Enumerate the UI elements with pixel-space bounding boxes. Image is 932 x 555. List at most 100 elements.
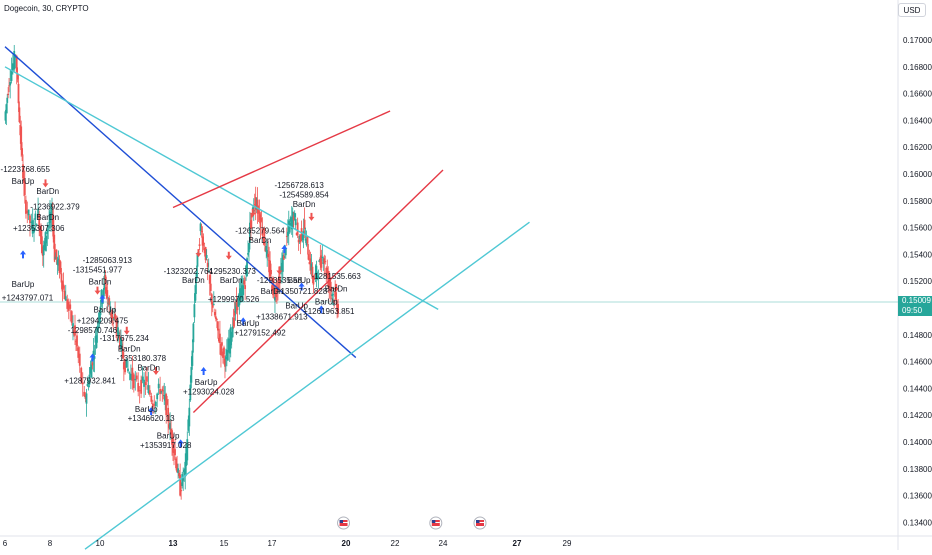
- candle-body: [62, 284, 65, 289]
- candle-body: [208, 275, 211, 284]
- candle-body: [191, 350, 194, 366]
- candle-body: [330, 286, 333, 292]
- x-tick-label: 20: [342, 539, 351, 548]
- annotation-label: -1298570.746: [68, 326, 118, 335]
- candle-body: [183, 469, 186, 473]
- candle-body: [285, 235, 288, 237]
- candle-body: [255, 208, 258, 210]
- annotation-label: -1323202.764: [164, 267, 214, 276]
- candle-body: [16, 73, 19, 80]
- candle-body: [69, 304, 72, 309]
- candle-body: [21, 148, 23, 156]
- candle-body: [199, 223, 202, 232]
- candle-body: [17, 83, 20, 104]
- candle-body: [75, 341, 77, 343]
- candle-body: [331, 294, 334, 296]
- candle-body: [311, 266, 314, 279]
- candle-body: [334, 290, 337, 297]
- annotation-label: -1315451.977: [73, 265, 123, 274]
- candle-body: [292, 215, 295, 221]
- currency-button[interactable]: USD: [898, 3, 926, 17]
- candle-body: [97, 321, 100, 323]
- candle-body: [177, 468, 179, 474]
- x-tick-label: 27: [513, 539, 522, 548]
- annotation-label: +1338671.913: [256, 312, 308, 321]
- candle-body: [213, 312, 216, 316]
- candle-body: [146, 376, 148, 382]
- candle-body: [165, 394, 168, 416]
- annotation-label: -1293535.58: [257, 276, 302, 285]
- candle-body: [107, 302, 110, 304]
- annotation-label: +1350721.828: [276, 287, 328, 296]
- candle-body: [120, 337, 122, 349]
- annotation-label: BarUp: [157, 432, 180, 441]
- candle-body: [159, 388, 162, 395]
- candle-body: [291, 211, 294, 228]
- candle-body: [25, 199, 27, 214]
- annotation-label: -1265279.564: [235, 227, 285, 236]
- candle-body: [317, 275, 320, 279]
- candle-body: [154, 401, 157, 407]
- candle-body: [114, 313, 116, 320]
- arrow-up-icon: [240, 317, 247, 326]
- candle-body: [90, 364, 93, 378]
- annotation-label: -1223768.655: [1, 165, 51, 174]
- candle-body: [27, 209, 30, 216]
- candle-body: [218, 337, 220, 342]
- candle-body: [98, 312, 101, 324]
- candle-body: [11, 63, 14, 71]
- candle-body: [188, 407, 191, 427]
- candle-body: [326, 267, 329, 276]
- candle-body: [306, 236, 309, 244]
- candle-body: [333, 300, 336, 303]
- candle-body: [238, 292, 241, 306]
- candle-body: [211, 304, 214, 308]
- candle-body: [187, 419, 190, 431]
- y-tick-label: 0.16600: [903, 90, 932, 99]
- candle-body: [40, 225, 42, 245]
- candle-body: [266, 250, 269, 257]
- candle-body: [244, 285, 247, 290]
- candle-body: [313, 277, 316, 280]
- candle-body: [4, 111, 7, 121]
- arrow-up-icon: [99, 294, 106, 303]
- candle-body: [335, 292, 338, 301]
- annotation-label: BarDn: [261, 287, 284, 296]
- candle-body: [205, 255, 208, 259]
- annotation-label: BarUp: [195, 378, 218, 387]
- annotation-label: BarDn: [325, 284, 348, 293]
- x-tick-label: 24: [439, 539, 448, 548]
- candle-body: [251, 207, 254, 211]
- candle-body: [275, 289, 277, 298]
- candle-body: [175, 458, 177, 469]
- y-tick-label: 0.16400: [903, 116, 932, 125]
- candle-body: [77, 347, 80, 358]
- candle-body: [227, 338, 230, 352]
- annotation-label: BarUp: [135, 405, 158, 414]
- annotation-label: -1281535.663: [311, 272, 361, 281]
- candle-body: [57, 258, 60, 266]
- candle-body: [47, 226, 50, 228]
- time-axis[interactable]: 6 8 10 13 15 17 20 22 24 27 29: [3, 539, 572, 548]
- candle-body: [99, 306, 102, 316]
- candle-body: [130, 373, 132, 380]
- candle-body: [226, 350, 229, 361]
- annotation-label: +1299970.526: [208, 295, 260, 304]
- candle-body: [322, 261, 325, 265]
- x-tick-label: 22: [391, 539, 400, 548]
- price-axis[interactable]: 0.17000 0.16800 0.16600 0.16400 0.16200 0.160…: [903, 36, 932, 527]
- candle-body: [284, 248, 287, 256]
- candle-body: [201, 236, 204, 246]
- candle-body: [262, 238, 265, 240]
- candle-body: [264, 247, 267, 252]
- x-tick-label: 6: [3, 539, 8, 548]
- candle-body: [127, 368, 129, 372]
- y-tick-label: 0.15400: [903, 250, 932, 259]
- arrow-up-icon: [200, 366, 207, 375]
- candle-body: [298, 235, 301, 240]
- candle-body: [102, 289, 105, 299]
- candle-body: [212, 304, 215, 306]
- candle-body: [267, 253, 270, 258]
- y-tick-label: 0.14200: [903, 411, 932, 420]
